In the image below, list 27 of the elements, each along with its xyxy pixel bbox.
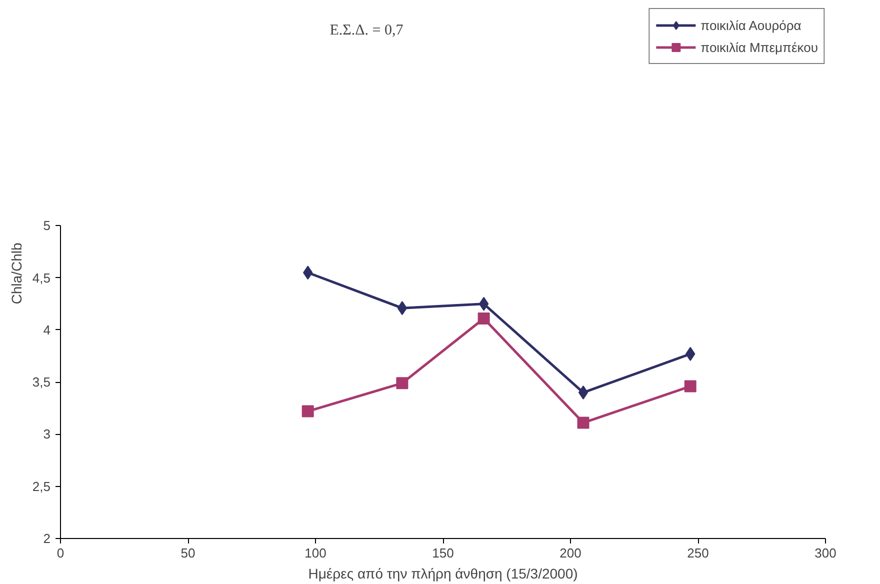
point <box>578 386 588 400</box>
y-tick-label: 2,5 <box>32 478 51 494</box>
text: Ε.Σ.Δ. = 0,7 <box>330 22 404 38</box>
point <box>397 301 408 316</box>
point <box>478 312 490 325</box>
x-tick-label: 200 <box>560 546 582 560</box>
y-tick-label: 2 <box>43 531 51 546</box>
point <box>396 377 408 390</box>
x-tick-label: 100 <box>304 546 326 560</box>
y-tick-label: 5 <box>43 218 51 234</box>
x-tick-label: 300 <box>814 546 836 560</box>
y-tick-label: 3,5 <box>32 374 51 390</box>
point <box>302 405 314 418</box>
x-tick-label: 250 <box>687 546 709 560</box>
y-tick-label: 3 <box>43 426 51 442</box>
x-tick-label: 150 <box>432 546 454 560</box>
x-tick-label: 0 <box>56 546 64 560</box>
y-tick-label: 4 <box>43 322 51 338</box>
x-axis-title: Ημέρες από την πλήρη άνθηση (15/3/2000) <box>308 566 578 582</box>
y-tick-label: 4,5 <box>32 270 51 286</box>
legend-label: ποικιλία Αουρόρα <box>700 18 802 32</box>
point <box>684 380 696 392</box>
legend-label: ποικιλία Μπεμπέκου <box>700 40 818 54</box>
y-axis-title: Chla/Chlb <box>8 242 24 304</box>
x-tick-label: 50 <box>180 546 196 560</box>
point <box>577 416 590 429</box>
point <box>478 296 489 311</box>
